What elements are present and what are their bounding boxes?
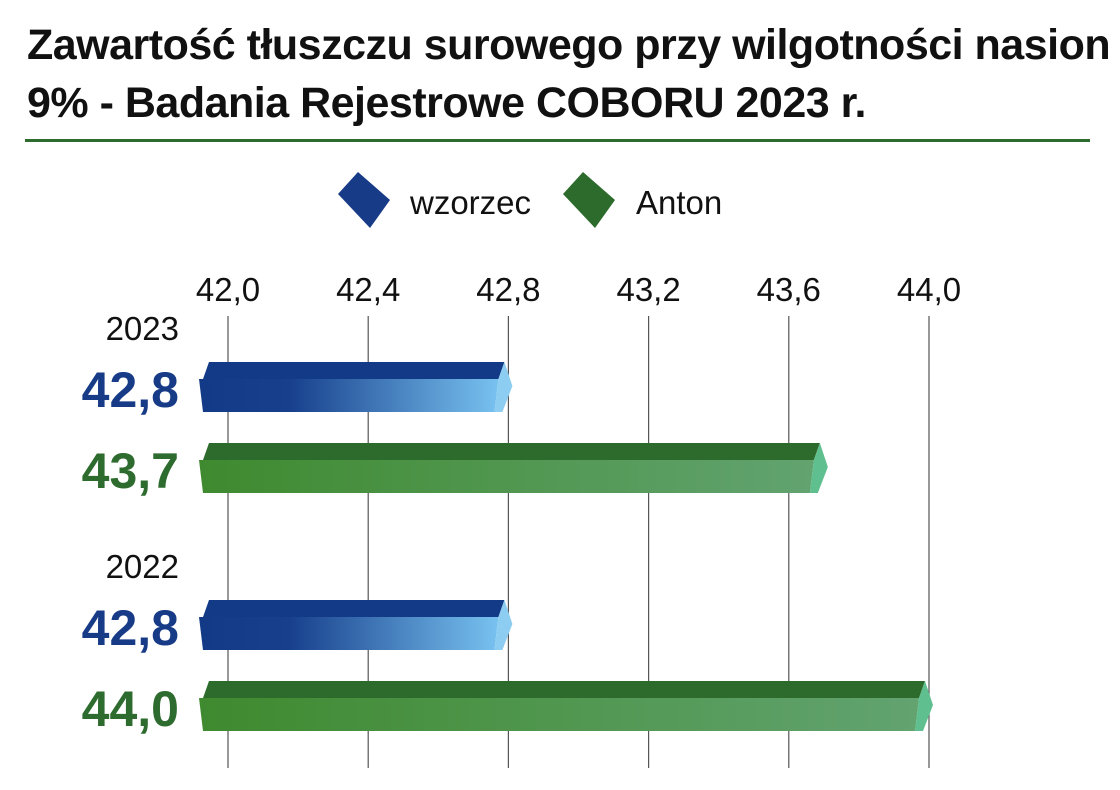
legend-label: Anton <box>636 184 722 221</box>
bar-value-label: 43,7 <box>82 443 179 499</box>
bar-front-face <box>199 698 919 731</box>
bar-end-cap <box>809 443 828 493</box>
bar-value-label: 44,0 <box>82 681 179 737</box>
bar-wzorzec <box>199 362 513 412</box>
x-tick-label: 43,2 <box>616 271 680 308</box>
title-divider <box>25 139 1090 142</box>
bar-end-cap <box>494 600 513 650</box>
legend-swatch <box>563 172 615 228</box>
bar-anton <box>199 443 828 493</box>
x-tick-label: 42,0 <box>196 271 260 308</box>
bar-front-face <box>199 617 499 650</box>
x-tick-label: 44,0 <box>897 271 961 308</box>
x-tick-label: 43,6 <box>757 271 821 308</box>
legend: wzorzec Anton <box>338 172 722 228</box>
group-label: 2022 <box>106 548 179 585</box>
bars <box>199 362 933 731</box>
legend-label: wzorzec <box>409 184 531 221</box>
chart-title: Zawartość tłuszczu surowego przy wilgotn… <box>27 16 1111 132</box>
x-tick-label: 42,4 <box>336 271 400 308</box>
bar-top-face <box>203 681 925 698</box>
bar-anton <box>199 681 933 731</box>
bar-front-face <box>199 379 499 412</box>
bar-top-face <box>203 443 820 460</box>
bar-value-label: 42,8 <box>82 600 179 656</box>
bar-value-label: 42,8 <box>82 362 179 418</box>
chart-title-line-1: Zawartość tłuszczu surowego przy wilgotn… <box>27 21 1111 69</box>
x-tick-label: 42,8 <box>476 271 540 308</box>
chart-title-line-2: 9% - Badania Rejestrowe COBORU 2023 r. <box>27 79 866 127</box>
x-tick-labels: 42,0 42,4 42,8 43,2 43,6 44,0 <box>196 271 961 308</box>
legend-swatch <box>338 172 390 228</box>
bar-end-cap <box>494 362 513 412</box>
bar-wzorzec <box>199 600 513 650</box>
labels: 2023 42,8 43,7 2022 42,8 44,0 <box>82 310 179 737</box>
bar-top-face <box>203 362 505 379</box>
bar-front-face <box>199 460 814 493</box>
bar-end-cap <box>915 681 933 731</box>
group-label: 2023 <box>106 310 179 347</box>
bar-top-face <box>203 600 505 617</box>
